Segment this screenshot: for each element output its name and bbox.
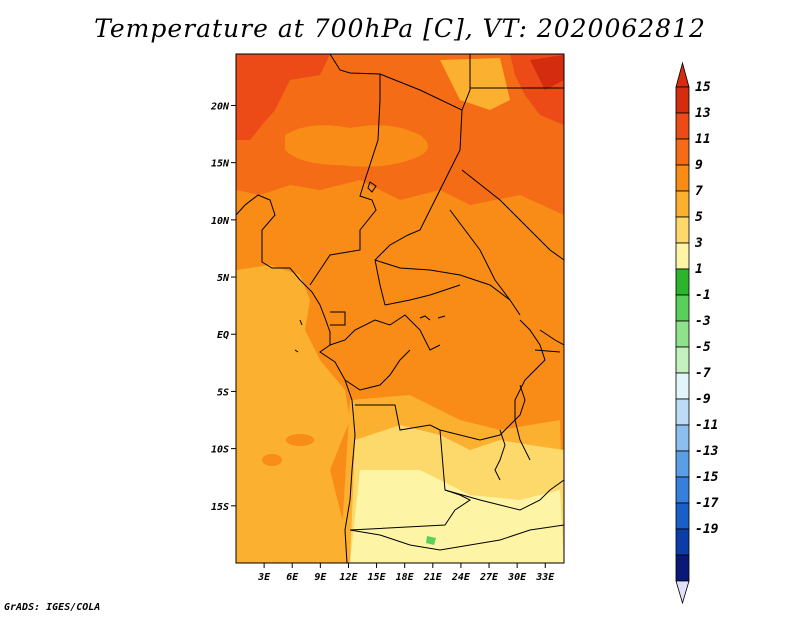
y-axis-ticks: 20N 15N 10N 5N EQ 5S 10S 15S xyxy=(210,101,236,513)
x-axis-ticks: 3E 6E 9E 12E 15E 18E 21E 24E 27E 30E 33E xyxy=(257,563,555,583)
y-tick-label: 10S xyxy=(211,445,229,456)
field-patch-north-east xyxy=(440,58,510,110)
border-malawi xyxy=(494,429,506,481)
colorbar-segment xyxy=(675,346,690,374)
colorbar-label: -9 xyxy=(695,392,711,407)
colorbar-segment xyxy=(675,294,690,322)
map-title: Temperature at 700hPa [C], VT: 202006281… xyxy=(94,14,706,43)
colorbar-label: 13 xyxy=(695,106,711,121)
colorbar-segment xyxy=(675,398,690,426)
y-tick-label: 20N xyxy=(210,101,230,112)
colorbar-label: 15 xyxy=(695,80,711,95)
border-libya-egypt-sudan xyxy=(461,54,564,111)
coastline-west-africa xyxy=(236,194,356,563)
colorbar-label: 7 xyxy=(695,184,703,199)
border-zambia-zimbabwe xyxy=(444,479,564,511)
x-tick-label: 6E xyxy=(286,572,299,583)
colorbar-segment xyxy=(675,112,690,140)
x-tick-label: 12E xyxy=(339,572,358,583)
colorbar-segment xyxy=(675,164,690,192)
colorbar-segment xyxy=(675,216,690,244)
y-tick-label: 5N xyxy=(217,273,230,284)
colorbar-label: -7 xyxy=(695,366,711,381)
x-tick-label: 15E xyxy=(368,572,387,583)
y-tick-label: EQ xyxy=(217,330,229,341)
colorbar-label: 11 xyxy=(695,132,711,147)
colorbar-label: -17 xyxy=(695,496,719,511)
field-ocean-blob-2 xyxy=(262,454,282,466)
colorbar-label: 5 xyxy=(695,210,703,225)
x-tick-label: 24E xyxy=(451,572,471,583)
map-frame xyxy=(235,53,565,564)
colorbar-label: 9 xyxy=(695,158,703,173)
y-tick-label: 15N xyxy=(211,159,230,170)
field-band-13-15-west xyxy=(236,54,330,140)
border-east-lakes xyxy=(514,319,546,461)
field-band-7-9-ocean xyxy=(236,265,350,563)
y-tick-label: 5S xyxy=(217,387,229,398)
colorbar-label: -1 xyxy=(695,288,711,303)
colorbar-segment xyxy=(675,528,690,556)
colorbar-segment xyxy=(675,190,690,218)
border-sudan-south-sudan xyxy=(449,169,564,316)
colorbar: 15 13 11 9 7 5 3 1 -1 -3 -5 -7 -9 -11 -13 -15 -17 -19 xyxy=(675,61,719,605)
border-congo-drc-north xyxy=(329,314,441,351)
x-tick-label: 18E xyxy=(396,572,415,583)
islands xyxy=(294,319,303,353)
colorbar-label: -3 xyxy=(695,314,711,329)
colorbar-segment xyxy=(675,372,690,400)
x-tick-label: 3E xyxy=(257,572,271,583)
x-tick-label: 27E xyxy=(479,572,499,583)
border-nigeria-chad-west xyxy=(309,54,381,286)
river-marks xyxy=(419,315,446,321)
colorbar-label: -15 xyxy=(695,470,719,485)
colorbar-segment xyxy=(675,320,690,348)
field-patch-north-central xyxy=(285,125,428,167)
colorbar-segment xyxy=(675,554,690,582)
field-patch-1-3 xyxy=(426,536,436,545)
lake-chad xyxy=(367,181,377,193)
border-congo-south xyxy=(344,349,411,391)
colorbar-segment xyxy=(675,476,690,504)
temperature-field xyxy=(236,54,564,563)
colorbar-label: -13 xyxy=(695,444,719,459)
colorbar-segment xyxy=(675,450,690,478)
colorbar-label: -11 xyxy=(695,418,718,433)
colorbar-top-triangle xyxy=(675,61,690,88)
colorbar-segment xyxy=(675,268,690,296)
field-band-3-5 xyxy=(350,470,564,563)
colorbar-segment xyxy=(675,86,690,114)
border-drc-zambia xyxy=(439,384,526,441)
border-equatorial-guinea xyxy=(330,311,346,326)
grads-credit: GrADS: IGES/COLA xyxy=(4,602,101,613)
colorbar-label: -5 xyxy=(695,340,711,355)
x-tick-label: 33E xyxy=(535,572,555,583)
border-uganda-kenya xyxy=(534,329,564,353)
x-tick-label: 21E xyxy=(423,572,443,583)
y-tick-label: 10N xyxy=(211,216,230,227)
x-tick-label: 9E xyxy=(314,572,327,583)
border-namibia-botswana xyxy=(349,524,564,551)
colorbar-segment xyxy=(675,424,690,452)
field-ocean-blob-1 xyxy=(286,434,314,446)
x-tick-label: 30E xyxy=(507,572,527,583)
colorbar-label: 1 xyxy=(695,262,703,277)
border-car xyxy=(374,259,511,306)
colorbar-bottom-triangle xyxy=(675,580,690,605)
colorbar-label: 3 xyxy=(694,236,703,251)
field-band-15-plus xyxy=(530,55,564,90)
colorbar-segment xyxy=(675,242,690,270)
y-tick-label: 15S xyxy=(211,502,229,513)
colorbar-segment xyxy=(675,502,690,530)
colorbar-segment xyxy=(675,138,690,166)
country-borders xyxy=(236,54,564,563)
colorbar-label: -19 xyxy=(695,522,719,537)
